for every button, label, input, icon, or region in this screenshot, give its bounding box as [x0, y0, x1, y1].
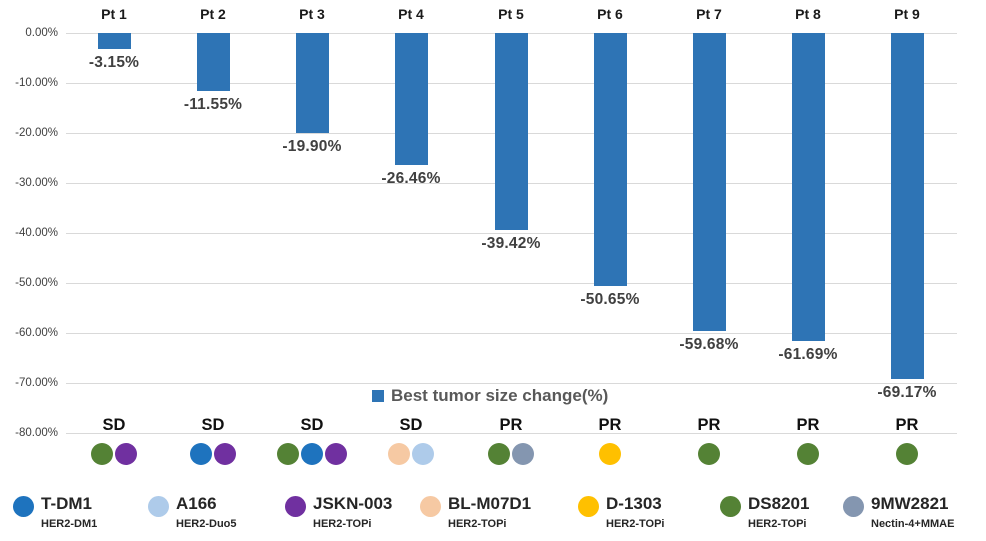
prior-treatment-dot-group [388, 443, 434, 465]
value-label: -50.65% [580, 291, 640, 308]
treatment-dot-ds8201 [698, 443, 720, 465]
value-label: -19.90% [282, 138, 342, 155]
bar [792, 33, 825, 341]
category-label: Pt 8 [795, 6, 821, 22]
legend-drug-mechanism: HER2-TOPi [748, 518, 807, 530]
series-swatch-icon [372, 390, 384, 402]
gridline [66, 333, 957, 334]
legend-drug-mechanism: HER2-Duo5 [176, 518, 237, 530]
prior-treatment-dot-group [190, 443, 236, 465]
category-label: Pt 4 [398, 6, 424, 22]
value-label: -11.55% [183, 96, 243, 113]
gridline [66, 233, 957, 234]
treatment-dot-t-dm1 [301, 443, 323, 465]
treatment-dot-t-dm1 [190, 443, 212, 465]
category-label: Pt 9 [894, 6, 920, 22]
legend-dot-icon [843, 496, 864, 517]
category-label: Pt 6 [597, 6, 623, 22]
value-label: -26.46% [381, 170, 441, 187]
series-legend: Best tumor size change(%) [372, 386, 608, 406]
legend-dot-icon [148, 496, 169, 517]
response-status-label: PR [895, 416, 919, 434]
y-axis-tick-label: -60.00% [15, 327, 58, 339]
treatment-dot-ds8201 [277, 443, 299, 465]
treatment-dot-d-1303 [599, 443, 621, 465]
value-label: -59.68% [679, 336, 739, 353]
legend-drug-mechanism: HER2-TOPi [606, 518, 665, 530]
prior-treatment-dot-group [277, 443, 347, 465]
treatment-dot-ds8201 [797, 443, 819, 465]
y-axis-tick-label: -20.00% [15, 127, 58, 139]
treatment-dot-jskn-003 [325, 443, 347, 465]
legend-drug-mechanism: HER2-TOPi [313, 518, 372, 530]
response-status-label: SD [300, 416, 324, 434]
legend-drug-name: T-DM1 [41, 494, 92, 513]
gridline [66, 433, 957, 434]
legend-drug-name: D-1303 [606, 494, 662, 513]
gridline [66, 383, 957, 384]
treatment-dot-bl-m07d1 [388, 443, 410, 465]
bar [197, 33, 230, 91]
legend-dot-icon [285, 496, 306, 517]
treatment-dot-jskn-003 [214, 443, 236, 465]
legend-dot-icon [420, 496, 441, 517]
legend-drug-name: JSKN-003 [313, 494, 393, 513]
gridline [66, 283, 957, 284]
value-label: -69.17% [877, 384, 937, 401]
category-label: Pt 2 [200, 6, 226, 22]
response-status-label: PR [598, 416, 622, 434]
legend-drug-mechanism: Nectin-4+MMAE [871, 518, 955, 530]
value-label: -39.42% [481, 235, 541, 252]
treatment-dot-a166 [412, 443, 434, 465]
bar [98, 33, 131, 49]
value-label: -61.69% [778, 346, 838, 363]
legend-drug-mechanism: HER2-TOPi [448, 518, 507, 530]
legend-dot-icon [720, 496, 741, 517]
bar [296, 33, 329, 133]
response-status-label: SD [102, 416, 126, 434]
y-axis-tick-label: -30.00% [15, 177, 58, 189]
prior-treatment-dot-group [896, 443, 918, 465]
legend-drug-mechanism: HER2-DM1 [41, 518, 98, 530]
legend-drug-name: 9MW2821 [871, 494, 949, 513]
treatment-dot-ds8201 [488, 443, 510, 465]
bar [693, 33, 726, 331]
response-status-label: PR [697, 416, 721, 434]
category-label: Pt 1 [101, 6, 127, 22]
bar [495, 33, 528, 230]
response-status-label: PR [499, 416, 523, 434]
y-axis-tick-label: 0.00% [25, 27, 58, 39]
category-label: Pt 3 [299, 6, 325, 22]
prior-treatment-dot-group [91, 443, 137, 465]
bar [395, 33, 428, 165]
legend-dot-icon [13, 496, 34, 517]
series-legend-label: Best tumor size change(%) [391, 386, 609, 405]
treatment-dot-jskn-003 [115, 443, 137, 465]
legend-drug-name: BL-M07D1 [448, 494, 532, 513]
response-status-label: SD [399, 416, 423, 434]
category-label: Pt 7 [696, 6, 722, 22]
treatment-dot-ds8201 [896, 443, 918, 465]
value-label: -3.15% [88, 54, 140, 71]
prior-treatment-dot-group [599, 443, 621, 465]
y-axis-tick-label: -40.00% [15, 227, 58, 239]
legend-dot-icon [578, 496, 599, 517]
y-axis-tick-label: -10.00% [15, 77, 58, 89]
treatment-dot-9mw2821 [512, 443, 534, 465]
prior-treatment-dot-group [488, 443, 534, 465]
prior-treatment-dot-group [797, 443, 819, 465]
treatment-dot-ds8201 [91, 443, 113, 465]
y-axis-tick-label: -70.00% [15, 377, 58, 389]
category-label: Pt 5 [498, 6, 524, 22]
y-axis-tick-label: -80.00% [15, 427, 58, 439]
response-status-label: PR [796, 416, 820, 434]
bar [891, 33, 924, 379]
prior-treatment-dot-group [698, 443, 720, 465]
response-status-label: SD [201, 416, 225, 434]
legend-drug-name: A166 [176, 494, 217, 513]
y-axis-tick-label: -50.00% [15, 277, 58, 289]
bar [594, 33, 627, 286]
legend-drug-name: DS8201 [748, 494, 810, 513]
